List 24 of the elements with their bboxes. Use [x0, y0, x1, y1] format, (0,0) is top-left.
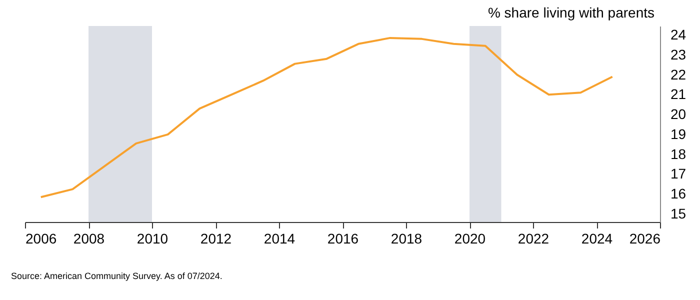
x-tick-label: 2014 — [264, 230, 296, 246]
y-tick-label: 20 — [670, 106, 686, 122]
x-tick-label: 2008 — [73, 230, 105, 246]
x-tick-label: 2010 — [136, 230, 168, 246]
y-tick-label: 16 — [670, 186, 686, 202]
x-tick-label: 2006 — [26, 230, 57, 246]
x-tick-label: 2012 — [200, 230, 232, 246]
x-tick-label: 2024 — [581, 230, 613, 246]
y-tick-label: 24 — [670, 26, 686, 42]
line-series — [40, 36, 614, 198]
x-tick-label: 2026 — [629, 230, 661, 246]
y-tick-label: 19 — [670, 126, 686, 142]
y-tick-label: 22 — [670, 66, 686, 82]
x-tick-label: 2016 — [327, 230, 359, 246]
y-axis-title: % share living with parents — [488, 4, 654, 20]
x-tick-label: 2022 — [518, 230, 550, 246]
source-note: Source: American Community Survey. As of 07/2024. — [11, 271, 222, 281]
y-tick-label: 23 — [670, 46, 686, 62]
x-tick-label: 2018 — [390, 230, 422, 246]
y-tick-label: 15 — [670, 206, 686, 222]
y-tick-label: 17 — [670, 166, 686, 182]
y-tick-label: 21 — [670, 86, 686, 102]
y-tick-label: 18 — [670, 146, 686, 162]
x-tick-label: 2020 — [454, 230, 486, 246]
